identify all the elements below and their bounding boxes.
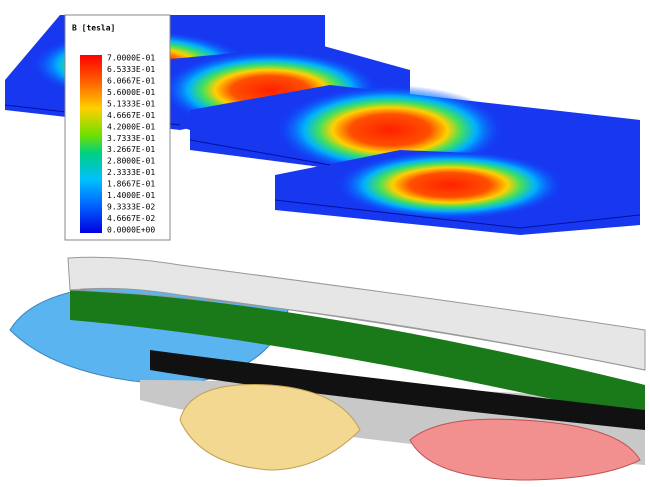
legend-label: 4.2000E-01 <box>107 122 155 131</box>
legend-label: 2.3333E-01 <box>107 168 155 177</box>
legend-label: 9.3333E-02 <box>107 203 155 212</box>
legend-title: B [tesla] <box>72 24 115 33</box>
color-scale <box>80 55 102 233</box>
legend-label: 6.0667E-01 <box>107 76 155 85</box>
legend-label: 5.1333E-01 <box>107 99 155 108</box>
legend-label: 5.6000E-01 <box>107 88 155 97</box>
legend-label: 3.2667E-01 <box>107 145 155 154</box>
legend-label: 3.7333E-01 <box>107 134 155 143</box>
legend-label: 2.8000E-01 <box>107 157 155 166</box>
legend-label: 4.6667E-02 <box>107 214 155 223</box>
legend-label: 1.8667E-01 <box>107 180 155 189</box>
legend-label: 7.0000E-01 <box>107 54 155 63</box>
legend: B [tesla] 7.0000E-01 6.5333E-01 6.0667E-01… <box>64 14 171 241</box>
geometry-view <box>9 256 646 481</box>
legend-label: 1.4000E-01 <box>107 191 155 200</box>
legend-label: 0.0000E+00 <box>107 226 155 235</box>
legend-label: 4.6667E-01 <box>107 111 155 120</box>
legend-label: 6.5333E-01 <box>107 65 155 74</box>
